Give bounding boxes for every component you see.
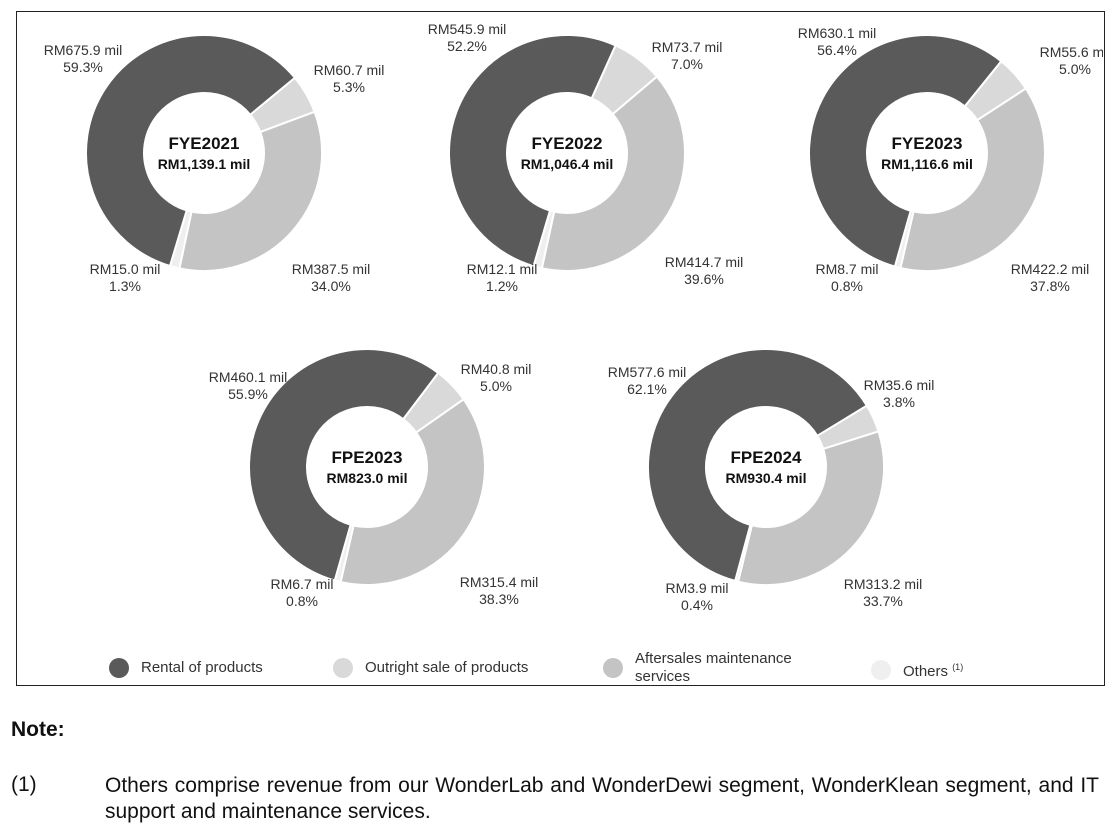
- slice-aftersales: [899, 87, 1046, 273]
- legend-label-others: Others: [903, 663, 949, 680]
- data-label-amount-others: RM6.7 mil: [270, 576, 333, 592]
- chart-total: RM1,046.4 mil: [521, 156, 614, 172]
- legend-item-rental: Rental of products: [109, 658, 263, 678]
- legend-swatch-rental: [109, 658, 129, 678]
- data-label-amount-rental: RM630.1 mil: [798, 25, 877, 41]
- data-label-amount-aftersales: RM387.5 mil: [292, 261, 371, 277]
- slice-rental: [647, 348, 869, 583]
- data-label-amount-outright: RM40.8 mil: [461, 361, 532, 377]
- chart-title: FPE2023: [332, 448, 403, 467]
- data-label-amount-others: RM15.0 mil: [90, 261, 161, 277]
- data-label-amount-rental: RM675.9 mil: [44, 42, 123, 58]
- data-label-amount-others: RM8.7 mil: [815, 261, 878, 277]
- data-label-percent-aftersales: 39.6%: [684, 271, 724, 287]
- chart-title: FYE2022: [532, 134, 603, 153]
- data-label-amount-rental: RM460.1 mil: [209, 369, 288, 385]
- legend-item-outright: Outright sale of products: [333, 658, 528, 678]
- chart-total: RM1,139.1 mil: [158, 156, 251, 172]
- note-number: (1): [11, 773, 37, 796]
- data-label-percent-aftersales: 38.3%: [479, 591, 519, 607]
- data-label-percent-aftersales: 37.8%: [1030, 278, 1070, 294]
- legend-item-aftersales: Aftersales maintenance services: [603, 650, 825, 686]
- data-label-amount-outright: RM35.6 mil: [864, 377, 935, 393]
- data-label-amount-outright: RM55.6 mil: [1040, 44, 1103, 60]
- data-label-percent-rental: 52.2%: [447, 38, 487, 54]
- legend-others-footnote: (1): [952, 662, 964, 672]
- chart-total: RM823.0 mil: [327, 470, 408, 486]
- legend-item-others: Others (1): [871, 658, 963, 681]
- data-label-percent-outright: 7.0%: [671, 56, 703, 72]
- data-label-percent-aftersales: 34.0%: [311, 278, 351, 294]
- chart-title: FYE2021: [169, 134, 240, 153]
- slice-rental: [448, 34, 617, 268]
- data-label-amount-outright: RM60.7 mil: [314, 62, 385, 78]
- data-label-percent-rental: 56.4%: [817, 42, 857, 58]
- data-label-amount-aftersales: RM422.2 mil: [1011, 261, 1090, 277]
- note-text: Others comprise revenue from our WonderL…: [105, 774, 1099, 823]
- data-label-percent-rental: 55.9%: [228, 386, 268, 402]
- data-label-amount-others: RM12.1 mil: [467, 261, 538, 277]
- data-label-amount-aftersales: RM315.4 mil: [460, 574, 539, 590]
- data-label-amount-rental: RM545.9 mil: [428, 21, 507, 37]
- data-label-percent-outright: 5.3%: [333, 79, 365, 95]
- chart-frame: FYE2021 RM1,139.1 mil RM675.9 mil 59.3% RM60…: [16, 11, 1105, 686]
- data-label-percent-others: 0.8%: [831, 278, 863, 294]
- slice-aftersales: [339, 397, 486, 586]
- legend-swatch-outright: [333, 658, 353, 678]
- data-label-amount-outright: RM73.7 mil: [652, 39, 723, 55]
- data-label-percent-others: 1.3%: [109, 278, 141, 294]
- legend-label-rental: Rental of products: [141, 659, 263, 676]
- data-label-amount-rental: RM577.6 mil: [608, 364, 687, 380]
- legend-swatch-aftersales: [603, 658, 623, 678]
- legend-swatch-others: [871, 659, 891, 680]
- data-label-percent-aftersales: 33.7%: [863, 593, 903, 609]
- slice-aftersales: [540, 75, 686, 272]
- data-label-percent-outright: 5.0%: [480, 378, 512, 394]
- data-label-percent-others: 0.4%: [681, 597, 713, 613]
- slice-rental: [248, 348, 440, 582]
- data-label-amount-others: RM3.9 mil: [665, 580, 728, 596]
- legend: Rental of products Outright sale of prod…: [17, 650, 1104, 692]
- data-label-percent-outright: 5.0%: [1059, 61, 1091, 77]
- chart-title: FPE2024: [731, 448, 802, 467]
- data-label-percent-rental: 59.3%: [63, 59, 103, 75]
- note-title: Note:: [11, 718, 65, 741]
- slice-aftersales: [736, 430, 885, 586]
- legend-label-others-wrap: Others (1): [903, 658, 963, 681]
- legend-label-aftersales: Aftersales maintenance services: [635, 650, 792, 685]
- chart-title: FYE2023: [892, 134, 963, 153]
- data-label-amount-aftersales: RM414.7 mil: [665, 254, 744, 270]
- data-label-percent-others: 0.8%: [286, 593, 318, 609]
- chart-total: RM930.4 mil: [726, 470, 807, 486]
- slice-aftersales: [178, 110, 323, 272]
- data-label-percent-rental: 62.1%: [627, 381, 667, 397]
- legend-label-outright: Outright sale of products: [365, 659, 529, 676]
- data-label-percent-others: 1.2%: [486, 278, 518, 294]
- data-label-percent-outright: 3.8%: [883, 394, 915, 410]
- slice-rental: [85, 34, 297, 268]
- data-label-amount-aftersales: RM313.2 mil: [844, 576, 923, 592]
- slice-rental: [808, 34, 1003, 268]
- chart-total: RM1,116.6 mil: [881, 156, 973, 172]
